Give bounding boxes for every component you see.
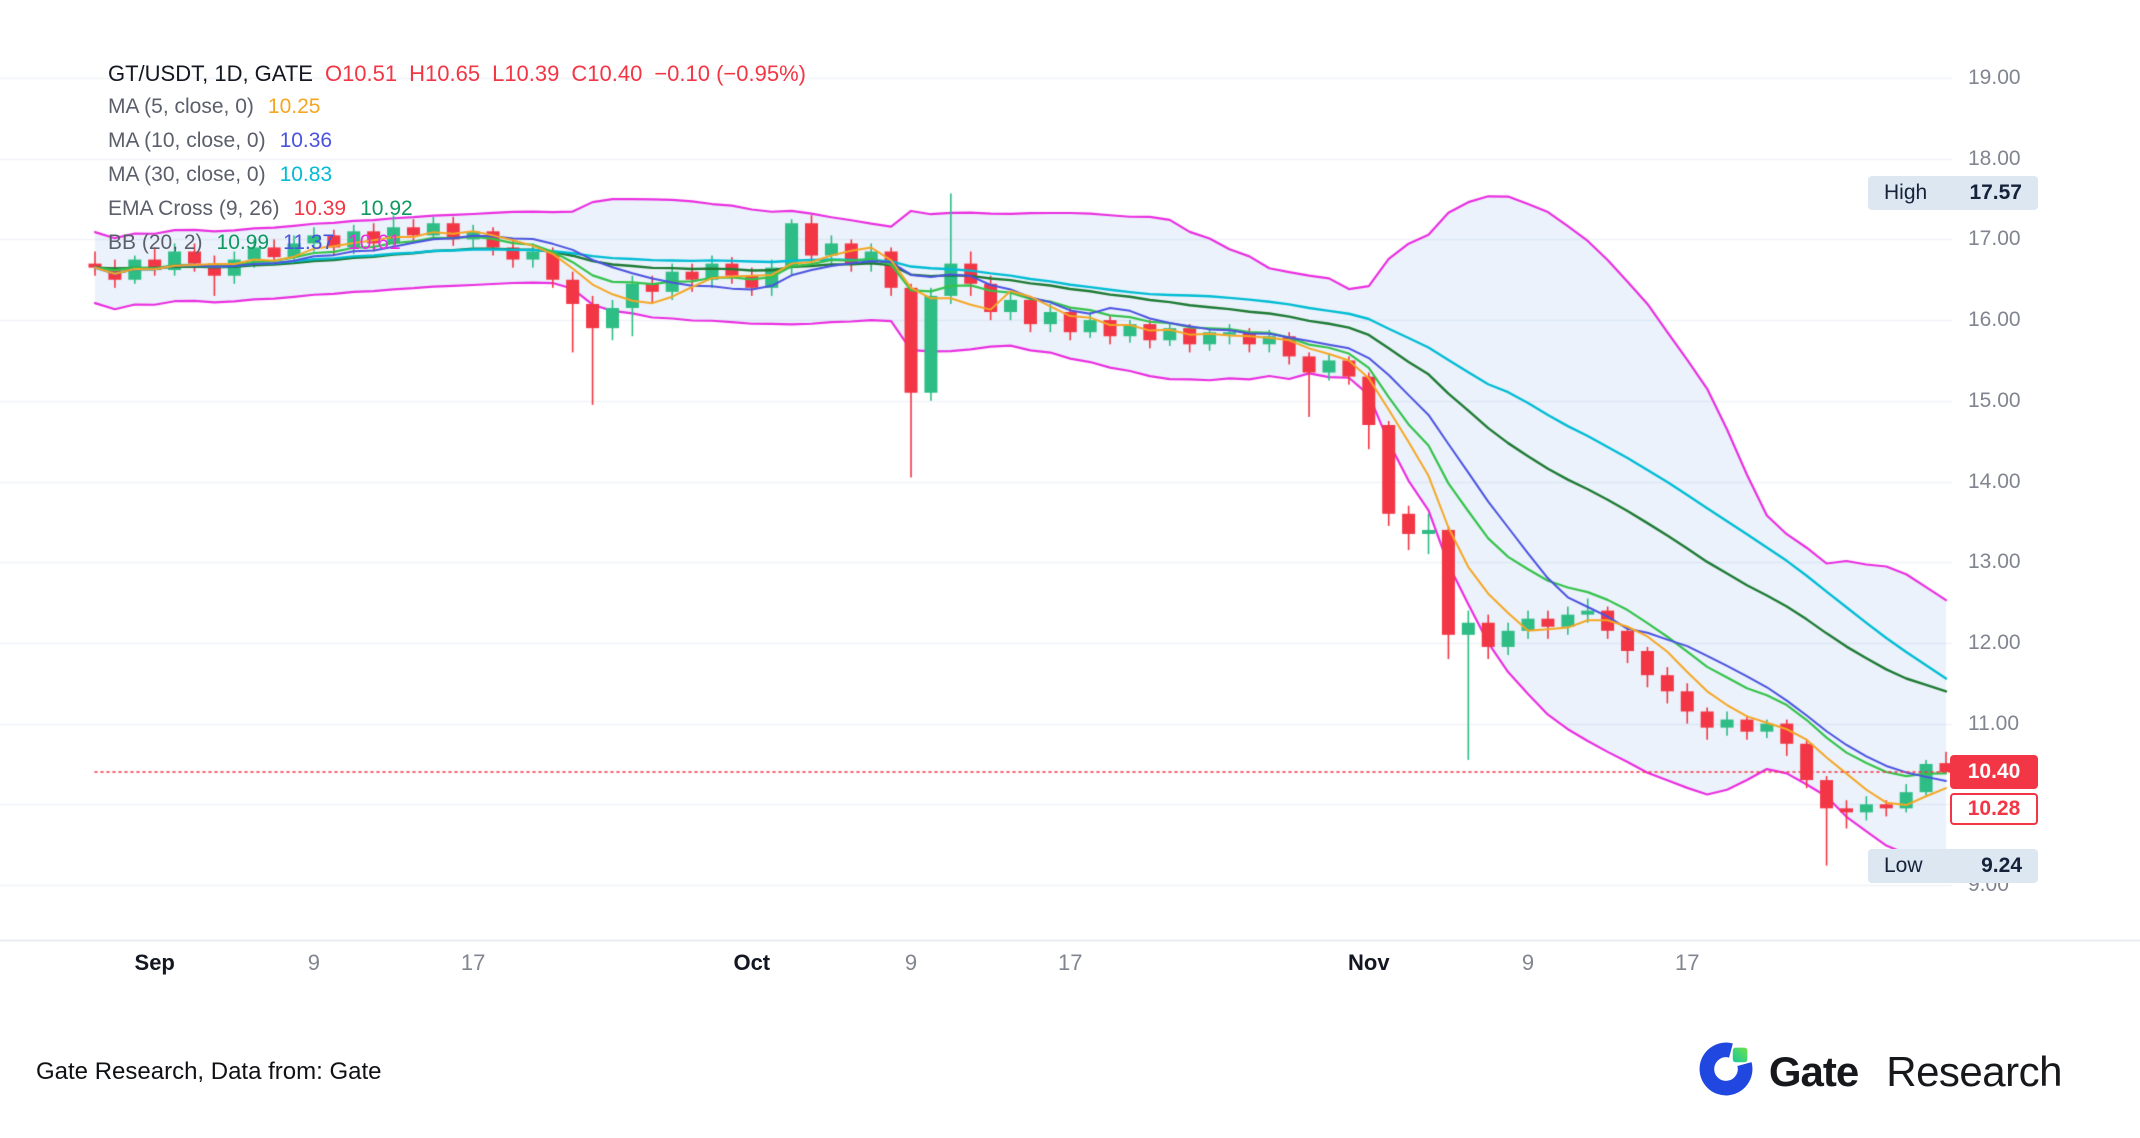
price-axis-label: 13.00 bbox=[1968, 550, 2021, 574]
ohlc-value: H10.65 bbox=[409, 61, 481, 86]
time-axis-label: Nov bbox=[1348, 950, 1390, 975]
brand-lockup: Gate Research bbox=[1699, 1042, 2062, 1101]
high-badge-label: High bbox=[1884, 181, 1928, 205]
brand-suffix: Research bbox=[1886, 1047, 2062, 1095]
low-price-badge: Low 9.24 bbox=[1868, 848, 2038, 883]
price-axis-label: 14.00 bbox=[1968, 469, 2021, 493]
indicator-label: EMA Cross (9, 26) bbox=[108, 197, 280, 220]
time-axis-label: 9 bbox=[904, 950, 918, 975]
time-axis-label: Oct bbox=[733, 950, 771, 975]
brand-name: Gate bbox=[1768, 1047, 1859, 1095]
ohlc-value: C10.40 bbox=[571, 61, 643, 86]
time-axis-label: 9 bbox=[1521, 950, 1535, 975]
price-axis-label: 17.00 bbox=[1968, 227, 2021, 251]
indicator-value: 10.25 bbox=[267, 95, 321, 118]
price-axis-label: 18.00 bbox=[1968, 146, 2021, 170]
price-axis-label: 15.00 bbox=[1968, 388, 2021, 412]
indicator-value: 10.99 bbox=[216, 231, 270, 254]
price-axis-label: 19.00 bbox=[1968, 66, 2021, 89]
current-price-value: 10.40 bbox=[1967, 760, 2021, 784]
symbol-ohlc-row[interactable]: GT/USDT, 1D, GATE O10.51 H10.65 L10.39 C10.4… bbox=[108, 58, 806, 90]
symbol-title: GT/USDT, 1D, GATE bbox=[108, 61, 313, 86]
ohlc-value: O10.51 bbox=[324, 61, 398, 86]
indicator-value: 10.36 bbox=[279, 129, 333, 152]
high-badge-value: 17.57 bbox=[1969, 181, 2022, 205]
indicator-value: 10.83 bbox=[279, 163, 333, 186]
indicator-label: MA (10, close, 0) bbox=[108, 129, 266, 152]
indicator-value: 10.92 bbox=[360, 197, 413, 220]
price-axis-label: 16.00 bbox=[1968, 308, 2021, 332]
indicator-legend-row[interactable]: BB (20, 2) 10.99 11.37 10.61 bbox=[108, 226, 806, 260]
ohlc-value: L10.39 bbox=[492, 61, 560, 86]
indicator-value: 10.61 bbox=[348, 231, 401, 254]
indicator-legend-row[interactable]: EMA Cross (9, 26) 10.39 10.92 bbox=[108, 192, 806, 226]
indicator-legend-row[interactable]: MA (10, close, 0) 10.36 bbox=[108, 124, 806, 158]
candlestick-chart-canvas[interactable] bbox=[0, 0, 2140, 1010]
indicator-label: MA (5, close, 0) bbox=[108, 95, 254, 118]
high-price-badge: High 17.57 bbox=[1868, 176, 2038, 211]
time-axis-label: 17 bbox=[1058, 950, 1083, 975]
indicator-label: BB (20, 2) bbox=[108, 231, 203, 254]
indicator-legend-row[interactable]: MA (5, close, 0) 10.25 bbox=[108, 90, 806, 124]
gate-logo-icon bbox=[1699, 1042, 1753, 1101]
indicator-value: 10.39 bbox=[293, 197, 347, 220]
indicator-legend-row[interactable]: MA (30, close, 0) 10.83 bbox=[108, 158, 806, 192]
ohlc-value: −0.10 (−0.95%) bbox=[654, 61, 806, 86]
low-badge-value: 9.24 bbox=[1981, 853, 2022, 877]
source-attribution: Gate Research, Data from: Gate bbox=[36, 1058, 382, 1085]
chart-legend: GT/USDT, 1D, GATE O10.51 H10.65 L10.39 C10.4… bbox=[108, 58, 806, 260]
indicator-label: MA (30, close, 0) bbox=[108, 163, 266, 186]
time-axis-label: Sep bbox=[134, 950, 175, 975]
time-axis-label: 17 bbox=[1675, 950, 1700, 975]
low-badge-label: Low bbox=[1884, 853, 1923, 877]
time-axis-label: 9 bbox=[307, 950, 321, 975]
current-price-badge: 10.40 bbox=[1950, 755, 2038, 790]
price-axis-label: 11.00 bbox=[1968, 711, 2019, 735]
time-axis-label: 17 bbox=[460, 950, 486, 975]
indicator-value: 11.37 bbox=[283, 231, 335, 254]
secondary-price-badge: 10.28 bbox=[1950, 793, 2038, 826]
secondary-price-value: 10.28 bbox=[1967, 797, 2021, 821]
price-axis-label: 12.00 bbox=[1968, 630, 2021, 654]
